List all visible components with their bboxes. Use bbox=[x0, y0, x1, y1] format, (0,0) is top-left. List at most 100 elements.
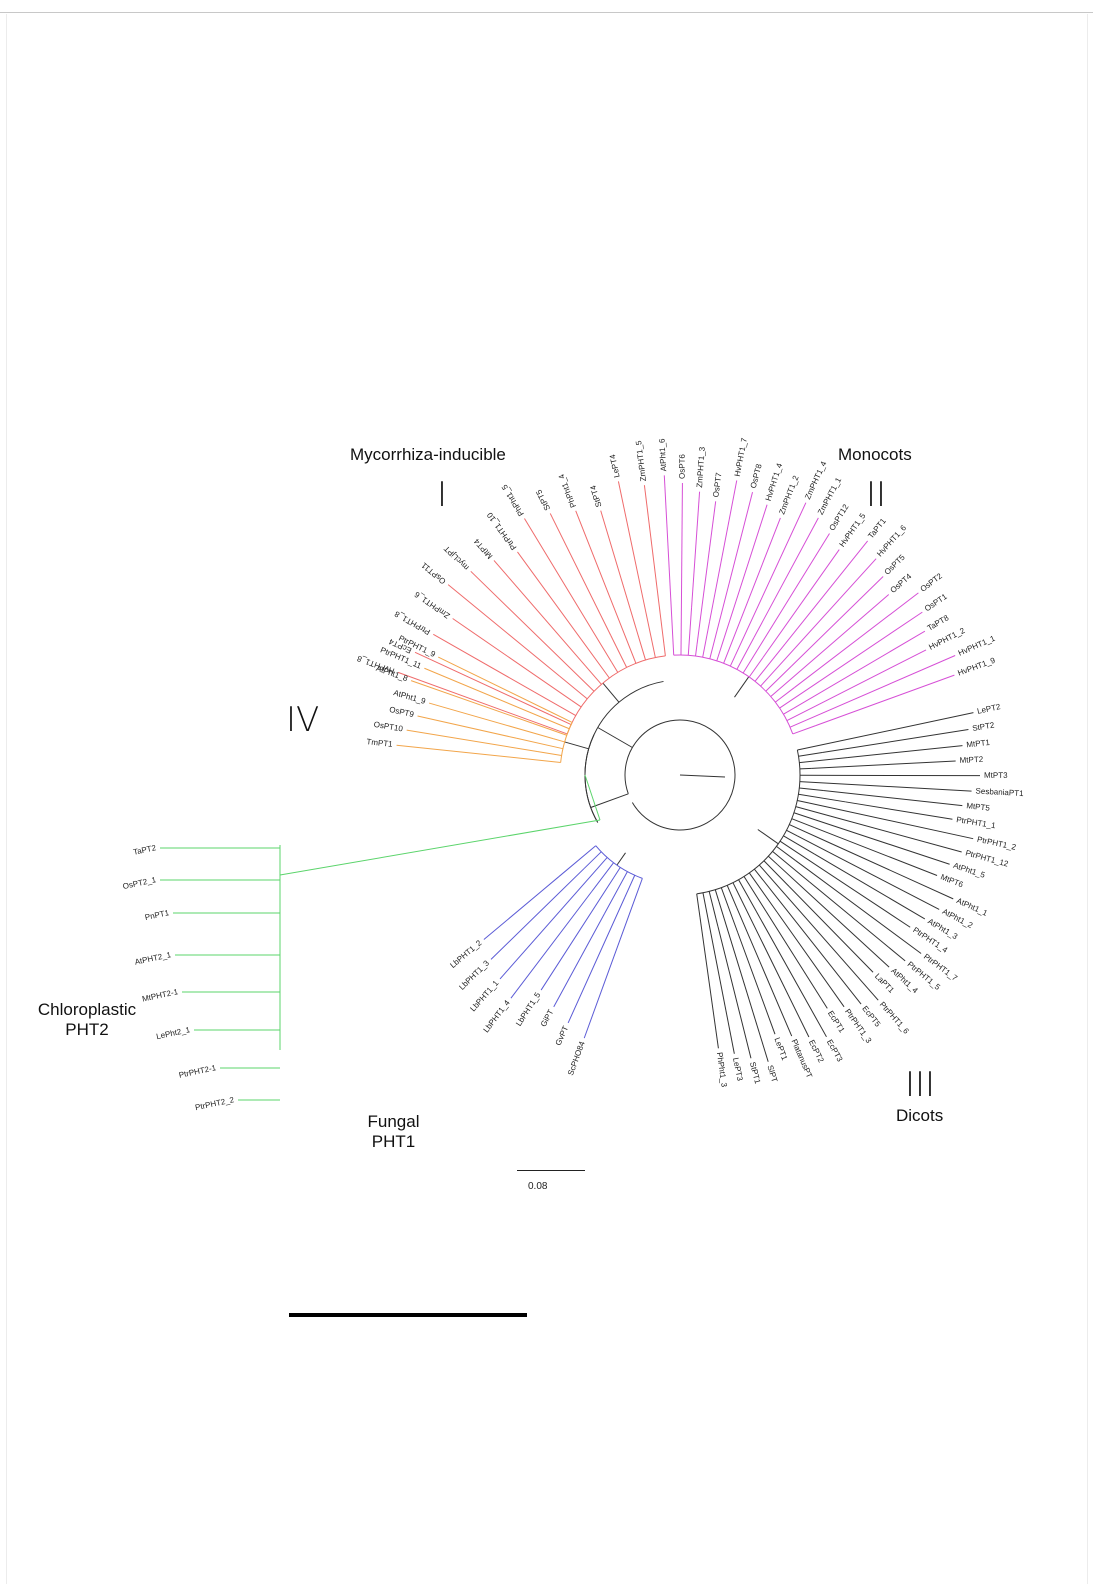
clade-I-stem bbox=[602, 682, 620, 703]
clade-III-leaf-branch bbox=[793, 812, 950, 865]
root-to-left bbox=[590, 793, 629, 808]
clade-i-numeral: I bbox=[437, 475, 448, 515]
leaf-label: SesbaniaPT1 bbox=[975, 786, 1024, 798]
clade-II-internal bbox=[786, 703, 820, 722]
leaf-label: OsPT8 bbox=[749, 462, 764, 489]
bottom-rule bbox=[289, 1313, 527, 1317]
clade-III-leaf-branch bbox=[768, 887, 862, 1005]
clade-II-internal bbox=[779, 680, 820, 709]
clade-II-internal bbox=[775, 687, 795, 703]
clade-III-internal bbox=[763, 860, 790, 887]
leaf-label: MtPT2 bbox=[959, 755, 984, 765]
clade-III-internal bbox=[720, 887, 739, 933]
clade-III-internal bbox=[795, 806, 831, 817]
clade-I-leaf-branch bbox=[617, 481, 647, 611]
clade-IV-leaf-branch bbox=[396, 744, 561, 763]
clade-III-leaf-branch bbox=[779, 840, 911, 928]
leaf-label: StPT4 bbox=[588, 484, 603, 508]
leaf-label: ZmPHT1_6 bbox=[412, 589, 451, 620]
clade-III-internal bbox=[797, 799, 810, 804]
clade-II-internal bbox=[695, 644, 698, 657]
leaf-label: EcPT2 bbox=[807, 1038, 826, 1064]
leaf-label: StPT1 bbox=[748, 1061, 762, 1085]
clade-III-leaf-branch bbox=[699, 917, 719, 1049]
leaf-label: LbPHT1_5 bbox=[514, 990, 543, 1027]
leaf-label: StPT5 bbox=[534, 488, 552, 512]
scale-bar-line bbox=[517, 1170, 585, 1171]
clade-IV-leaf-branch bbox=[406, 729, 538, 753]
clade-III-leaf-branch bbox=[808, 802, 974, 840]
clade-III-internal bbox=[772, 851, 810, 883]
leaf-label: HvPHT1_9 bbox=[956, 656, 996, 678]
clade-III-leaf-branch bbox=[847, 745, 963, 759]
clade-III-leaf-branch bbox=[822, 728, 969, 754]
clade-III-leaf-branch bbox=[717, 926, 752, 1059]
leaf-label: PhPht1_4 bbox=[557, 472, 578, 509]
clade-II-internal bbox=[736, 637, 755, 670]
clade-IV-internal bbox=[537, 751, 562, 757]
clade-III-internal bbox=[738, 879, 757, 912]
clade-fungal-stem bbox=[616, 852, 626, 866]
clade-II-internal bbox=[748, 657, 764, 678]
clade-II-leaf-branch bbox=[784, 540, 869, 645]
chloroplastic-long-branch bbox=[279, 819, 601, 876]
clade-III-leaf-branch bbox=[799, 781, 972, 792]
clade-II-arc bbox=[673, 654, 794, 735]
clade-II-leaf-branch bbox=[691, 491, 701, 608]
clade-fungal-internal bbox=[591, 862, 614, 892]
leaf-label: HvPHT1_4 bbox=[764, 462, 785, 503]
clade-III-internal bbox=[786, 829, 798, 837]
clade-IV-leaf-branch bbox=[410, 680, 533, 724]
clade-III-leaf-branch bbox=[776, 911, 845, 1008]
leaf-label: AtPht1_6 bbox=[657, 438, 668, 472]
leaf-label: OsPT11 bbox=[419, 560, 447, 586]
clade-III-internal bbox=[799, 787, 824, 792]
clade-II-leaf-branch bbox=[818, 649, 927, 705]
clade-I-internal bbox=[549, 714, 572, 726]
clade-III-leaf-branch bbox=[809, 881, 906, 962]
clade-II-leaf-branch bbox=[768, 558, 877, 678]
fungal-title-line1: Fungal bbox=[367, 1112, 420, 1131]
clade-II-leaf-branch bbox=[770, 594, 890, 697]
clade-III-internal bbox=[748, 872, 778, 913]
clade-II-internal bbox=[765, 665, 792, 692]
leaf-label: OsPT2_1 bbox=[122, 875, 157, 891]
clade-II-internal bbox=[723, 618, 742, 664]
clade-III-leaf-branch bbox=[830, 815, 962, 853]
leaf-label: OsPT6 bbox=[678, 454, 687, 480]
clade-III-internal bbox=[783, 835, 815, 855]
clade-III-leaf-branch bbox=[737, 932, 776, 1035]
clade-fungal-internal bbox=[583, 851, 602, 869]
leaf-label: OsPT7 bbox=[711, 471, 723, 497]
clade-II-internal bbox=[729, 654, 736, 667]
leaf-label: StPT2 bbox=[972, 720, 996, 732]
clade-I-leaf-branch bbox=[470, 570, 595, 692]
clade-fungal-arc bbox=[595, 845, 643, 879]
clade-II-leaf-branch bbox=[789, 655, 956, 728]
clade-iii-numeral: III bbox=[905, 1065, 936, 1105]
clade-ii-numeral: II bbox=[866, 475, 887, 515]
clade-II-leaf-branch bbox=[793, 630, 926, 709]
chloroplastic-title-line1: Chloroplastic bbox=[37, 1000, 137, 1019]
clade-ii-title: Monocots bbox=[838, 445, 912, 464]
leaf-label: AtPht1_5 bbox=[952, 861, 987, 880]
leaf-label: OsPT2 bbox=[919, 571, 945, 594]
leaf-label: PtrPHT2-1 bbox=[178, 1063, 217, 1080]
leaf-label: TaPT1 bbox=[866, 516, 888, 540]
clade-I-internal bbox=[638, 636, 647, 661]
clade-III-internal bbox=[789, 824, 834, 845]
clade-III-leaf-branch bbox=[796, 835, 940, 910]
clade-IV-leaf-branch bbox=[438, 656, 551, 713]
clade-fungal-leaf-branch bbox=[483, 876, 560, 940]
leaf-label: HvPHT1_1 bbox=[957, 634, 997, 658]
clade-II-leaf-branch bbox=[819, 611, 923, 682]
clade-fungal-leaf-branch bbox=[567, 896, 626, 1024]
leaf-label: MtPT1 bbox=[966, 738, 991, 749]
clade-III-leaf-branch bbox=[758, 864, 879, 1001]
leaf-label: OsPT12 bbox=[827, 502, 850, 532]
leaf-label: MtPT4 bbox=[472, 536, 495, 560]
clade-I-internal bbox=[570, 699, 582, 708]
clade-III-leaf-branch bbox=[795, 860, 922, 954]
clade-II-leaf-branch bbox=[709, 480, 738, 622]
leaf-label: MtPT5 bbox=[966, 801, 991, 813]
